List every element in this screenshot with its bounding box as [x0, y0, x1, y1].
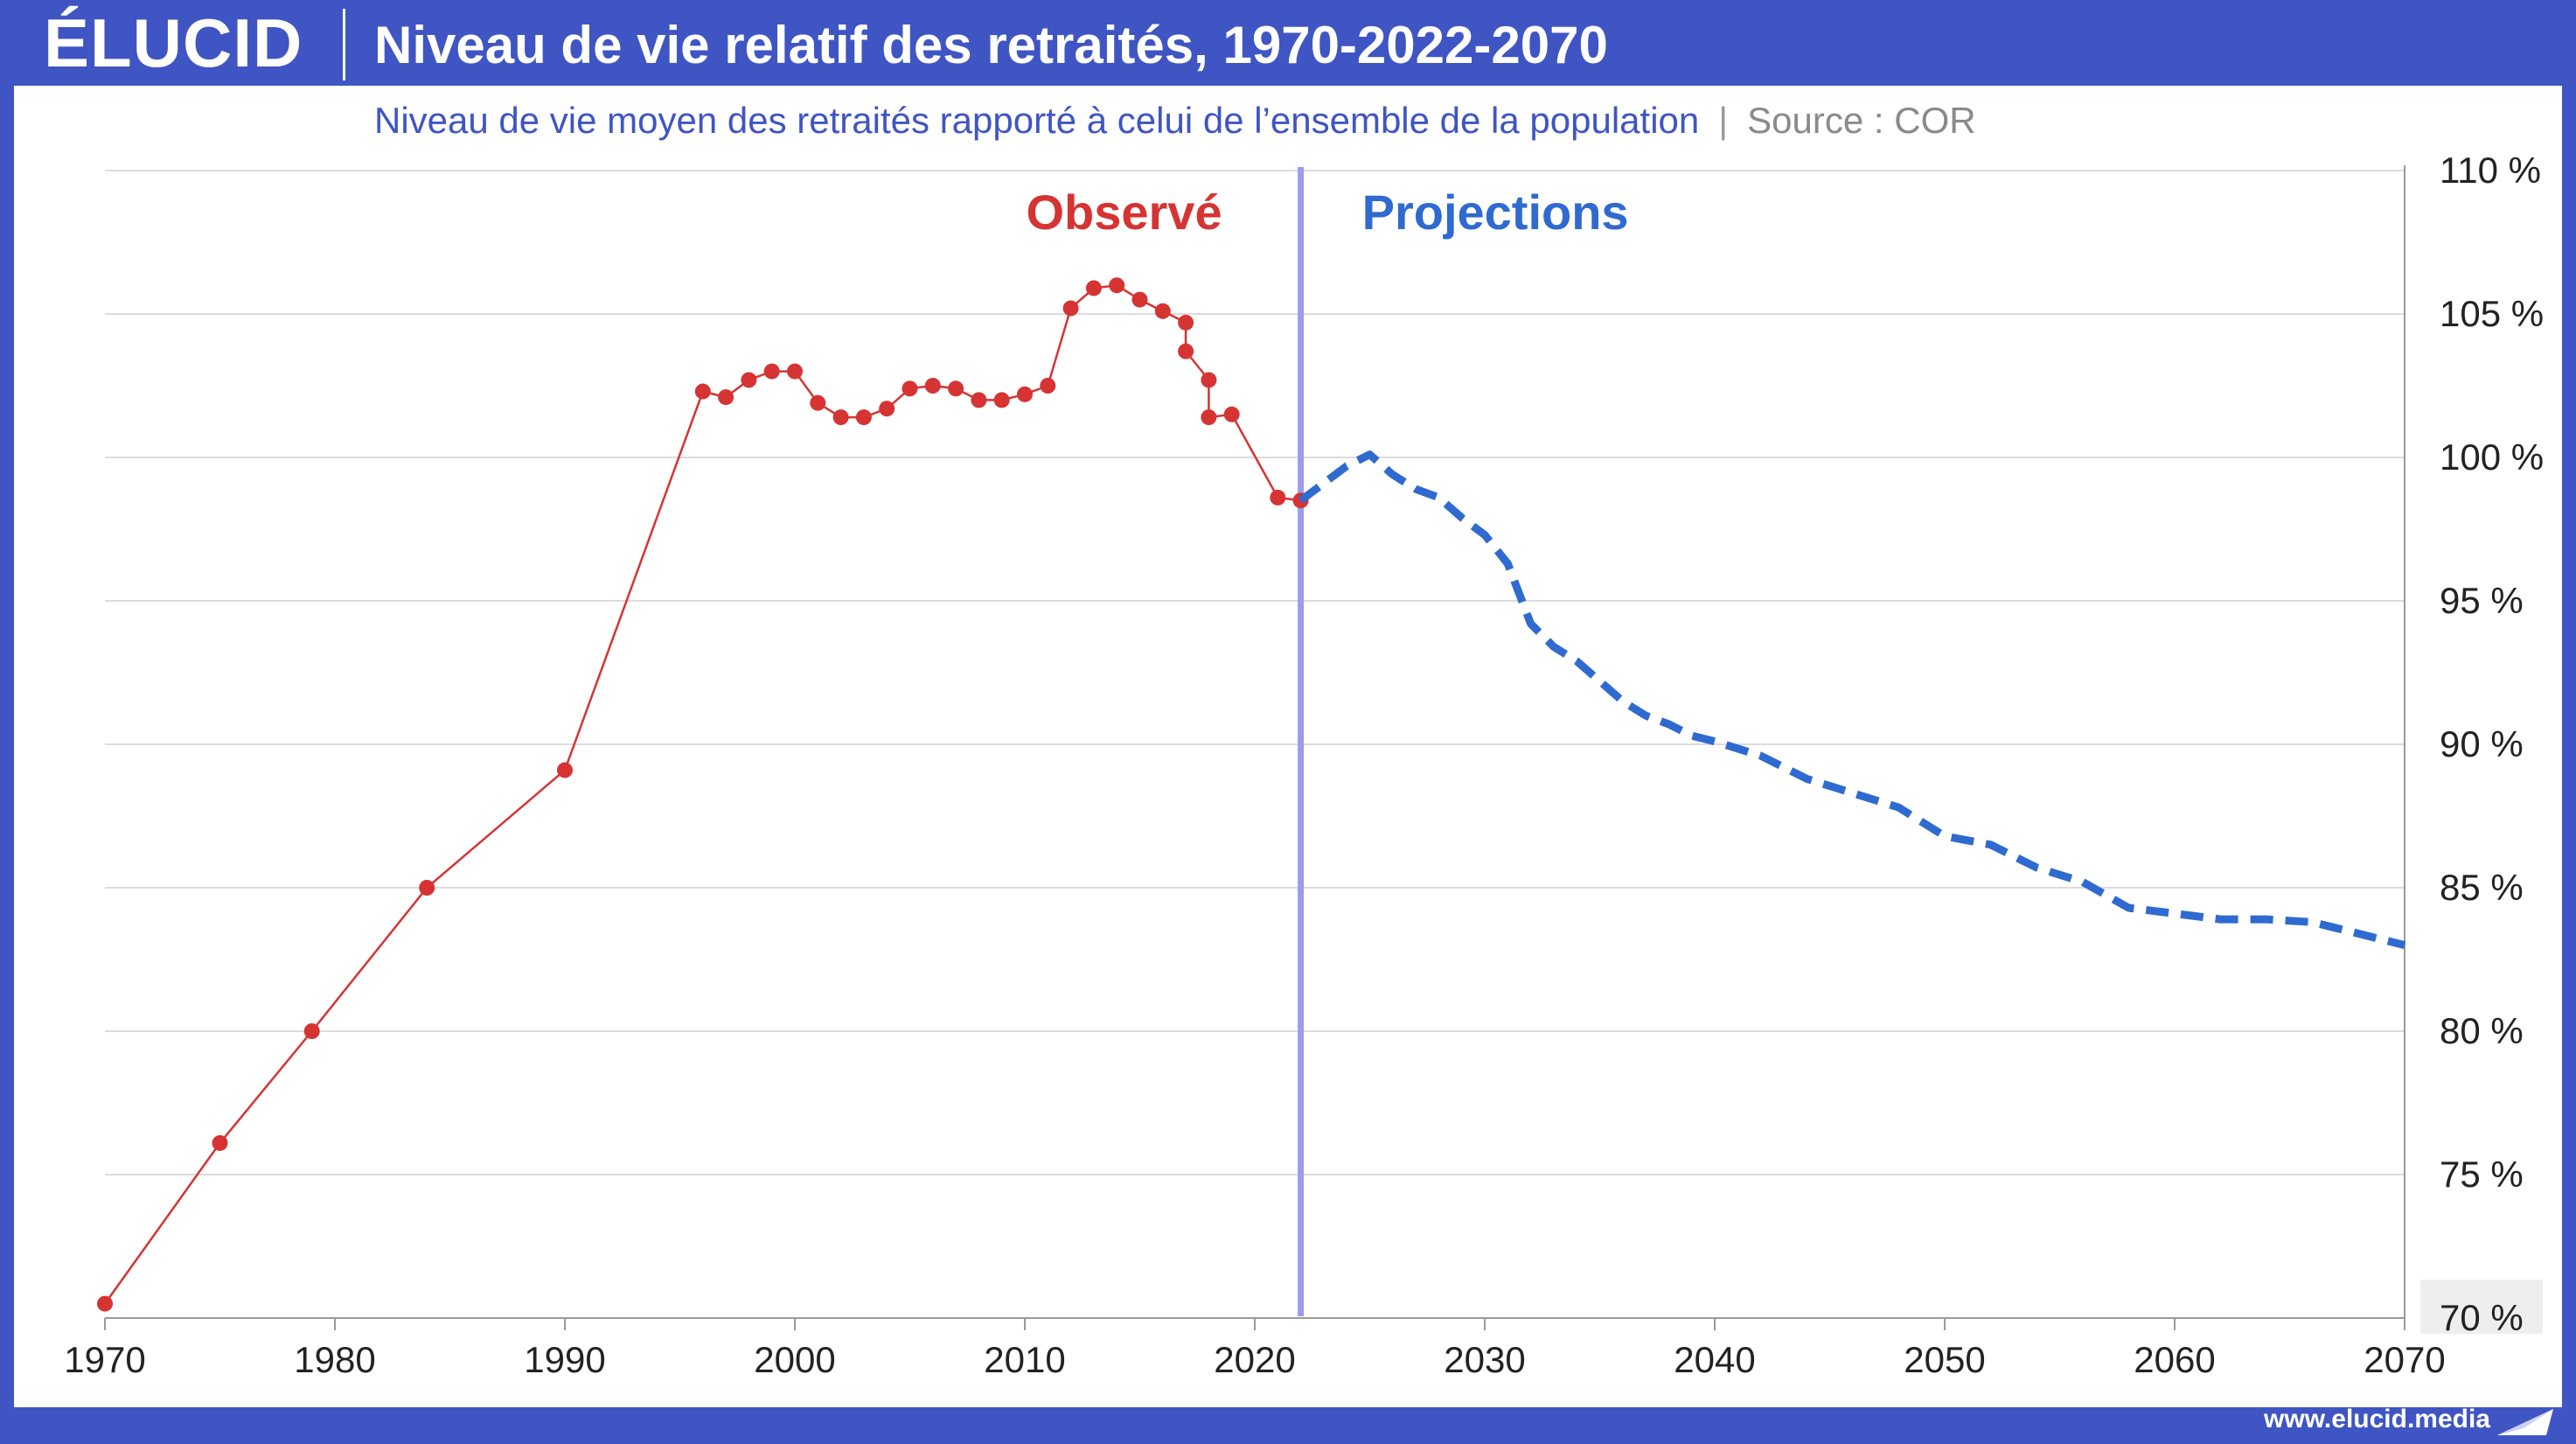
observed-data-point: [993, 392, 1010, 408]
page-title: Niveau de vie relatif des retraités, 197…: [374, 16, 1608, 74]
x-tick-label: 2000: [754, 1339, 835, 1380]
observed-data-point: [212, 1134, 228, 1151]
observed-data-point: [855, 409, 872, 426]
y-tick-label: 80 %: [2440, 1010, 2524, 1051]
y-tick-label: 85 %: [2440, 867, 2524, 908]
chart-subtitle: Niveau de vie moyen des retraités rappor…: [374, 100, 1700, 141]
subtitle-row: Niveau de vie moyen des retraités rappor…: [374, 94, 1976, 147]
x-tick-label: 1970: [64, 1339, 145, 1380]
observed-data-point: [832, 409, 849, 426]
observed-data-point: [1017, 386, 1033, 402]
chart-panel: [14, 86, 2562, 1407]
observed-data-point: [902, 380, 918, 397]
observed-data-point: [1270, 489, 1286, 506]
source-label: Source : COR: [1747, 100, 1976, 141]
observed-data-point: [787, 363, 803, 380]
observed-data-point: [718, 389, 735, 406]
observed-data-point: [419, 880, 435, 896]
observed-data-point: [948, 380, 964, 397]
paper-plane-icon: [2497, 1409, 2553, 1435]
observed-data-point: [1201, 372, 1217, 388]
y-tick-label: 70 %: [2440, 1297, 2524, 1338]
observed-data-point: [303, 1023, 320, 1039]
observed-data-point: [1109, 277, 1125, 294]
observed-data-point: [741, 372, 757, 388]
observed-data-point: [1154, 303, 1171, 319]
x-tick-label: 2010: [984, 1339, 1065, 1380]
y-tick-label: 95 %: [2440, 580, 2524, 621]
observed-series-line: [103, 283, 1301, 1305]
header-bar: [0, 0, 2576, 86]
x-tick-label: 1980: [294, 1339, 375, 1380]
elucid-logo[interactable]: ÉLUCID: [44, 4, 303, 81]
observed-data-point: [1178, 314, 1194, 331]
observed-data-point: [1201, 409, 1217, 426]
x-tick-label: 2060: [2134, 1339, 2215, 1380]
x-tick-label: 2020: [1214, 1339, 1295, 1380]
observed-data-point: [1040, 378, 1056, 394]
y-tick-label: 100 %: [2440, 436, 2544, 478]
observed-data-point: [810, 394, 826, 411]
observed-data-point: [1178, 343, 1194, 359]
observed-data-point: [557, 762, 573, 778]
y-tick-highlight: [2420, 1280, 2543, 1334]
y-tick-label: 105 %: [2440, 293, 2544, 334]
y-tick-label: 90 %: [2440, 723, 2524, 764]
logo-divider: [343, 9, 345, 80]
observed-data-point: [1131, 291, 1148, 308]
observed-data-point: [1085, 280, 1102, 296]
x-tick-label: 2040: [1674, 1339, 1755, 1380]
x-tick-label: 2050: [1904, 1339, 1985, 1380]
observed-data-point: [97, 1295, 113, 1312]
x-tick-label: 2030: [1444, 1339, 1525, 1380]
observed-data-point: [694, 383, 711, 400]
footer-url[interactable]: www.elucid.media: [2264, 1405, 2490, 1434]
observed-data-point: [971, 392, 987, 408]
x-tick-label: 2070: [2364, 1339, 2445, 1380]
x-tick-label: 1990: [524, 1339, 605, 1380]
projections-annotation: Projections: [1362, 185, 1629, 240]
observed-data-point: [1223, 406, 1240, 422]
observed-data-point: [763, 363, 780, 380]
y-tick-label: 110 %: [2440, 150, 2541, 191]
observed-data-point: [879, 401, 895, 417]
observed-data-point: [1062, 300, 1079, 317]
subtitle-separator: |: [1718, 100, 1729, 141]
observed-data-point: [924, 378, 941, 394]
y-tick-label: 75 %: [2440, 1154, 2524, 1195]
projection-series-line: [1298, 450, 2406, 949]
observed-annotation: Observé: [1026, 185, 1222, 240]
